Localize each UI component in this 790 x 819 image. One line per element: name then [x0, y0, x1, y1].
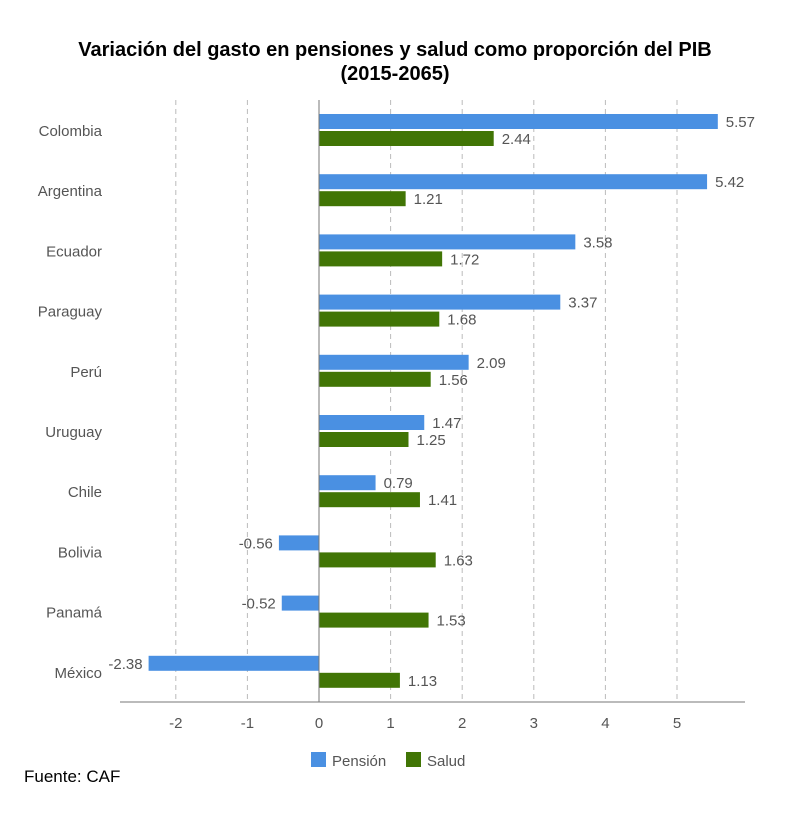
bar-pensión [281, 595, 319, 611]
data-label: 1.47 [432, 415, 461, 432]
subtitle-line: (2015-2065) [340, 63, 450, 85]
x-tick-label: 3 [530, 715, 538, 732]
legend-swatch-pensión [311, 752, 326, 767]
category-label: Colombia [39, 123, 103, 140]
legend-swatch-salud [406, 752, 421, 767]
data-label: 1.13 [408, 673, 437, 690]
data-label: 1.25 [417, 432, 446, 449]
data-label: 1.21 [414, 191, 443, 208]
category-label: Uruguay [45, 424, 102, 441]
chart-title: Variación del gasto en pensiones y salud… [0, 38, 790, 86]
x-tick-label: 2 [458, 715, 466, 732]
bar-pensión [319, 354, 469, 370]
bar-salud [319, 492, 420, 508]
data-label: 1.56 [439, 372, 468, 389]
category-label: Chile [68, 484, 102, 501]
source-note: Fuente: CAF [24, 767, 121, 786]
bar-salud [319, 251, 443, 267]
data-label: 2.44 [502, 131, 531, 148]
data-label: 3.58 [583, 234, 612, 251]
data-label: 5.42 [715, 174, 744, 191]
category-label: Bolivia [58, 544, 103, 561]
bar-salud [319, 311, 440, 327]
bar-salud [319, 672, 400, 688]
bar-pensión [148, 655, 319, 671]
x-tick-label: -1 [241, 715, 254, 732]
bar-salud [319, 371, 431, 387]
x-tick-label: 0 [315, 715, 323, 732]
bar-salud [319, 191, 406, 207]
data-label: 1.63 [444, 552, 473, 569]
category-label: Perú [70, 364, 102, 381]
x-tick-label: 5 [673, 715, 681, 732]
x-tick-label: 1 [386, 715, 394, 732]
data-label: 3.37 [568, 295, 597, 312]
category-label: Ecuador [46, 243, 102, 260]
bar-salud [319, 552, 436, 568]
category-label: Panamá [46, 605, 103, 622]
bar-pensión [278, 535, 319, 551]
bar-salud [319, 432, 409, 447]
category-label: Argentina [38, 183, 103, 200]
category-label: Paraguay [38, 304, 103, 321]
title-line: Variación del gasto en pensiones y salud… [78, 39, 712, 61]
data-label: -0.52 [242, 596, 276, 613]
x-tick-label: -2 [169, 715, 182, 732]
bar-salud [319, 612, 429, 628]
bar-pensión [319, 234, 576, 250]
bar-pensión [319, 415, 425, 430]
bar-pensión [319, 174, 708, 190]
data-label: 0.79 [384, 475, 413, 492]
legend-label: Pensión [332, 753, 386, 770]
data-label: 2.09 [477, 355, 506, 372]
data-label: 1.41 [428, 492, 457, 509]
bar-pensión [319, 475, 376, 491]
data-label: 1.68 [447, 312, 476, 329]
bar-pensión [319, 114, 718, 129]
bar-pensión [319, 294, 561, 310]
bar-salud [319, 131, 494, 146]
data-label: 1.53 [437, 613, 466, 630]
category-label: México [54, 665, 102, 682]
data-label: 1.72 [450, 251, 479, 268]
x-tick-label: 4 [601, 715, 609, 732]
data-label: 5.57 [726, 114, 755, 131]
data-label: -2.38 [108, 656, 142, 673]
legend-label: Salud [427, 753, 465, 770]
data-label: -0.56 [239, 535, 273, 552]
